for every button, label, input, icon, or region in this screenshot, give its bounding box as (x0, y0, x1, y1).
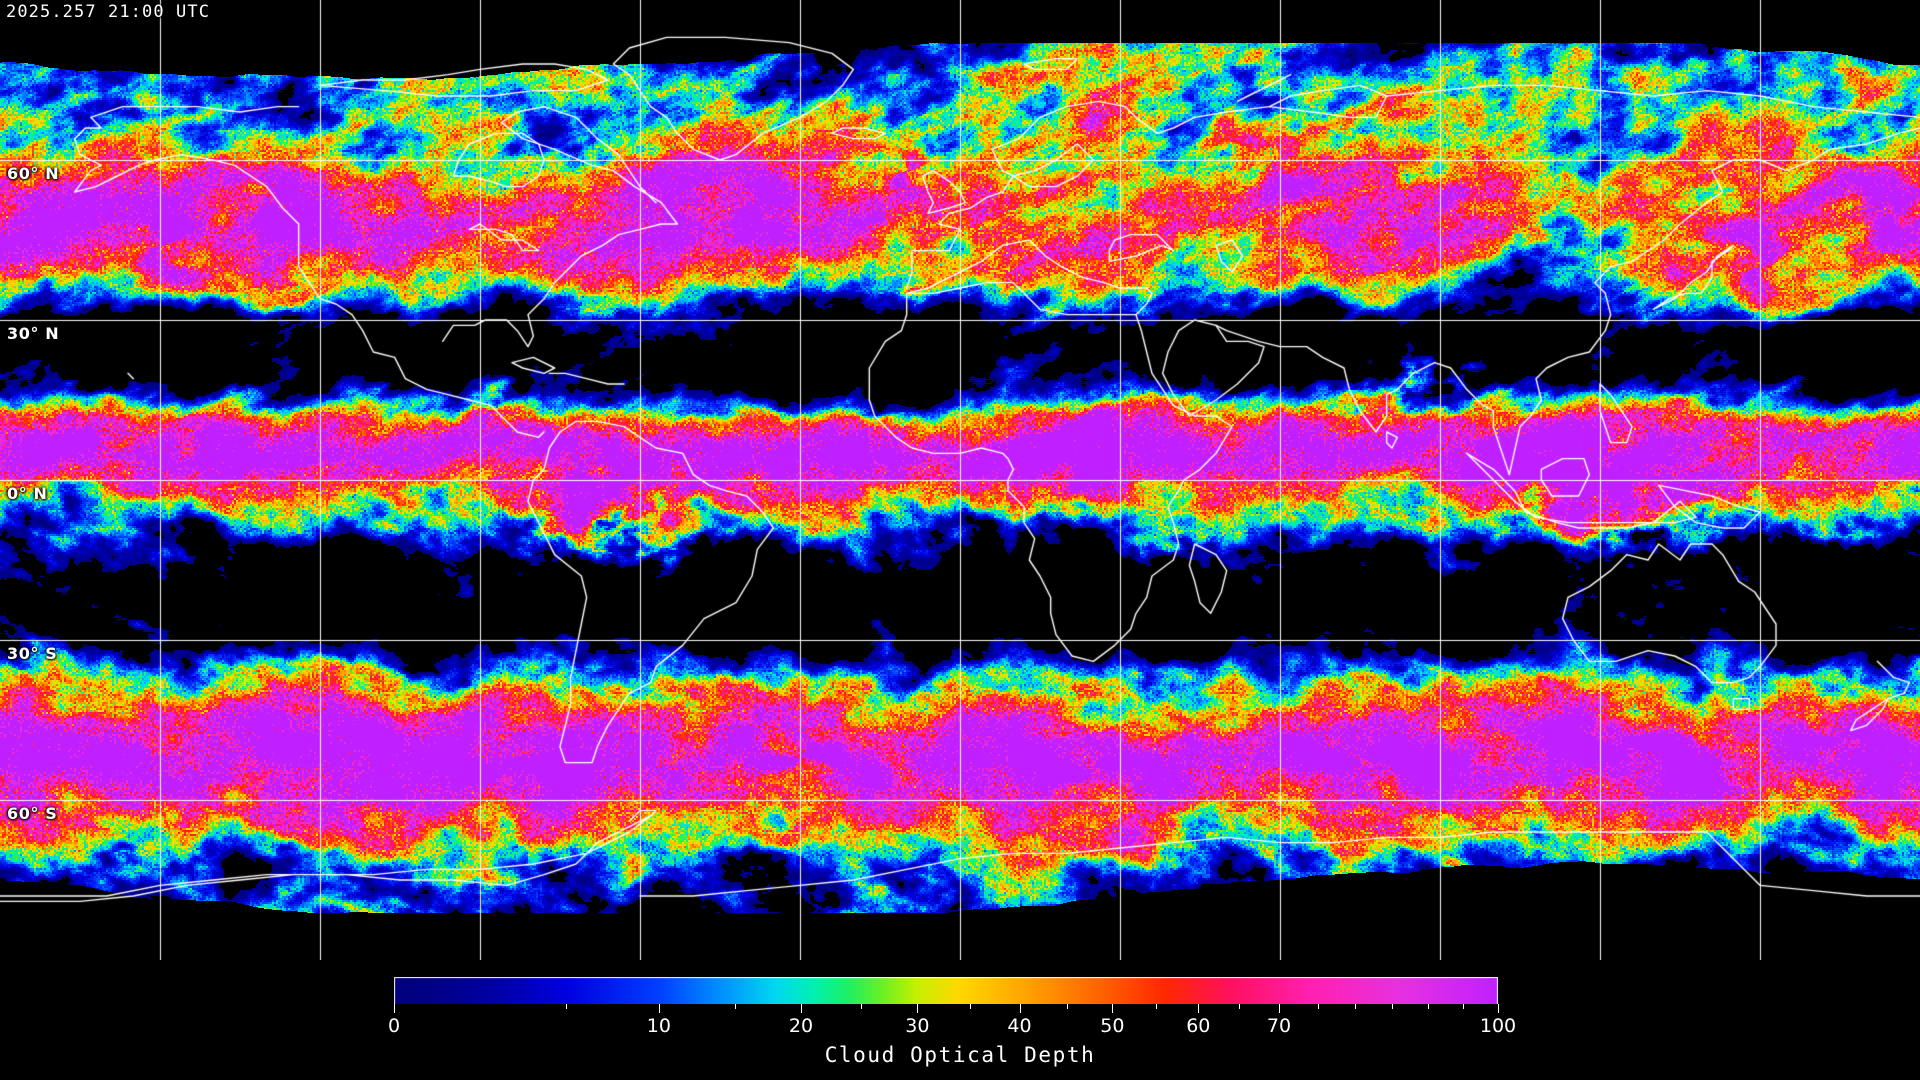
colorbar-tick-label: 30 (905, 1015, 930, 1037)
colorbar-major-tick (1498, 1004, 1499, 1013)
colorbar-major-tick (1198, 1004, 1200, 1013)
colorbar-major-tick (801, 1004, 802, 1013)
colorbar-minor-tick (566, 1004, 568, 1009)
colorbar-minor-tick (1317, 1004, 1319, 1009)
colorbar-major-tick (917, 1004, 919, 1013)
colorbar-title-text: Cloud Optical Depth (824, 1043, 1096, 1067)
coastline-graticule-overlay (0, 0, 1920, 960)
colorbar-tick-label: 100 (1479, 1015, 1517, 1037)
colorbar-tick-label: 70 (1266, 1015, 1292, 1037)
colorbar-gradient (394, 977, 1498, 1004)
latitude-label: 0° N (7, 484, 48, 503)
colorbar-minor-tick (1066, 1004, 1068, 1009)
latitude-label: 60° N (7, 164, 60, 183)
timestamp-label: 2025.257 21:00 UTC (6, 2, 211, 22)
colorbar-tick-label: 40 (1007, 1015, 1032, 1037)
global-map[interactable] (0, 0, 1920, 960)
latitude-label: 60° S (7, 804, 58, 823)
colorbar-minor-tick (1239, 1004, 1241, 1009)
colorbar-major-tick (1112, 1004, 1114, 1013)
colorbar-title: Cloud Optical Depth (0, 1043, 1920, 1067)
colorbar-minor-tick (861, 1004, 863, 1009)
colorbar-panel: 0 10 20 30 40 50 60 70 100 Cloud Optical Depth (0, 960, 1920, 1080)
colorbar-major-tick (394, 1004, 395, 1013)
colorbar-tick-label: 20 (788, 1015, 814, 1037)
colorbar-major-tick (1278, 1004, 1280, 1013)
colorbar-minor-tick (734, 1004, 736, 1009)
colorbar-minor-tick (1392, 1004, 1394, 1009)
latitude-label: 30° S (7, 644, 58, 663)
colorbar-tick-label: 50 (1100, 1015, 1125, 1037)
colorbar-minor-tick (969, 1004, 971, 1009)
colorbar-tick-label: 10 (646, 1015, 671, 1037)
colorbar-major-tick (658, 1004, 660, 1013)
latitude-label: 30° N (7, 324, 60, 343)
colorbar-tick-label: 60 (1186, 1015, 1211, 1037)
colorbar-minor-tick (1355, 1004, 1357, 1009)
colorbar-minor-tick (1463, 1004, 1465, 1009)
colorbar-minor-tick (1428, 1004, 1430, 1009)
colorbar-tick-label: 0 (387, 1015, 401, 1037)
colorbar-minor-tick (1156, 1004, 1158, 1009)
colorbar[interactable]: 0 10 20 30 40 50 60 70 100 (388, 977, 1516, 1037)
colorbar-major-tick (1019, 1004, 1021, 1013)
